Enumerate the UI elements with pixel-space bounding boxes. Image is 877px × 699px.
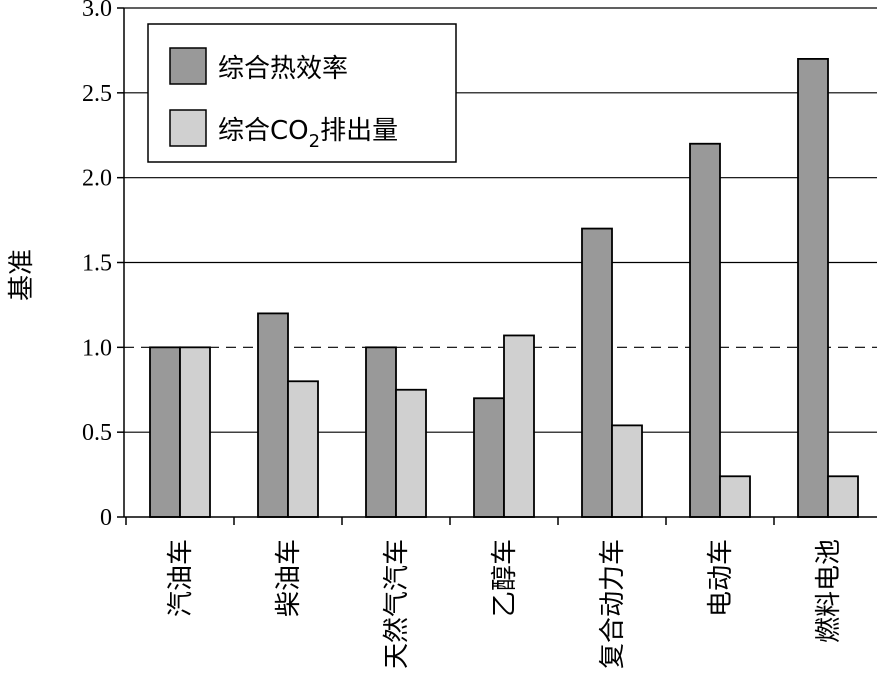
- y-tick-label: 0: [100, 505, 112, 531]
- legend-swatch-heat-efficiency: [169, 47, 207, 85]
- bar-heat-efficiency: [365, 346, 397, 518]
- legend-label-heat-efficiency: 综合热效率: [218, 54, 348, 84]
- category-label: 汽油车: [166, 539, 196, 617]
- category-label: 柴油车: [274, 539, 304, 617]
- bar-heat-efficiency: [689, 142, 721, 518]
- bar-co2: [611, 424, 643, 518]
- y-tick-label: 1.0: [82, 335, 112, 361]
- bar-co2: [179, 346, 211, 518]
- bar-co2: [503, 334, 535, 518]
- y-tick-label: 3.0: [82, 0, 112, 22]
- category-label: 燃料电池: [814, 539, 844, 643]
- bar-heat-efficiency: [473, 397, 505, 518]
- category-label: 复合动力车: [598, 539, 628, 669]
- y-axis-label: 基准: [7, 249, 37, 301]
- bar-co2: [287, 380, 319, 518]
- axes: [117, 7, 877, 525]
- legend-swatch-co2: [169, 109, 207, 147]
- bar-co2: [719, 475, 751, 518]
- y-tick-label: 2.5: [82, 81, 112, 107]
- category-label: 电动车: [706, 539, 736, 617]
- y-tick-label: 1.5: [82, 251, 112, 277]
- legend-label-co2-part1: 综合CO: [218, 116, 309, 146]
- category-label: 乙醇车: [490, 539, 520, 617]
- legend-label-co2-subscript: 2: [309, 131, 320, 152]
- legend-label-co2: 综合CO2排出量: [218, 116, 398, 152]
- category-label: 天然气汽车: [382, 539, 412, 669]
- bar-heat-efficiency: [149, 346, 181, 518]
- y-tick-label: 0.5: [82, 420, 112, 446]
- bar-heat-efficiency: [797, 58, 829, 518]
- bar-co2: [827, 475, 859, 518]
- y-tick-label: 2.0: [82, 166, 112, 192]
- y-tick-labels: 0 0.5 1.0 1.5 2.0 2.5 3.0: [82, 0, 112, 531]
- bar-co2: [395, 388, 427, 518]
- legend-label-co2-part2: 排出量: [320, 116, 398, 146]
- category-labels: 汽油车 柴油车 天然气汽车 乙醇车 复合动力车 电动车 燃料电池: [166, 539, 844, 669]
- bar-heat-efficiency: [257, 312, 289, 518]
- bar-heat-efficiency: [581, 227, 613, 518]
- legend: 综合热效率 综合CO2排出量: [147, 23, 457, 163]
